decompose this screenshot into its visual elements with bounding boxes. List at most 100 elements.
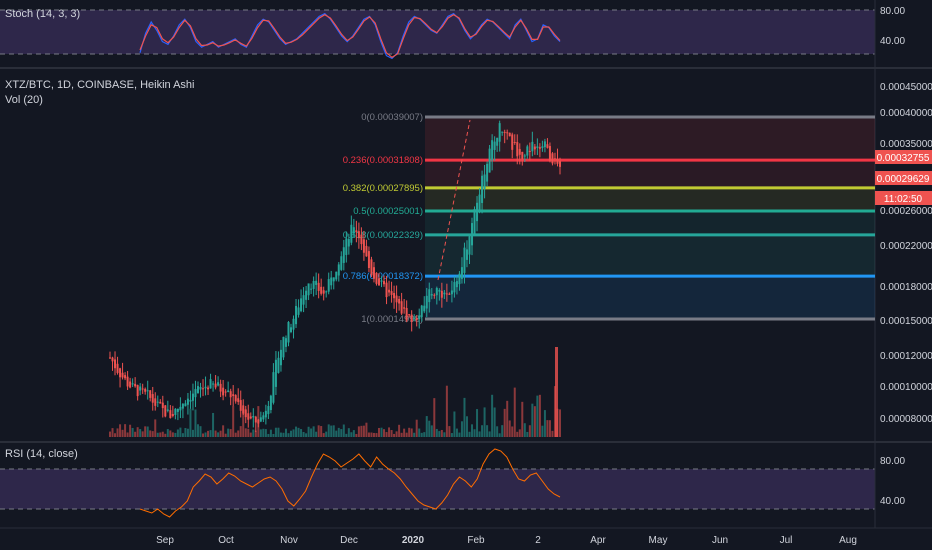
volume-bar [360, 425, 363, 437]
candle-body [320, 286, 323, 294]
fib-zone [425, 211, 875, 235]
candle-body [274, 359, 277, 387]
volume-bar [151, 431, 154, 437]
volume-bar [455, 428, 458, 437]
volume-bar [405, 432, 408, 437]
volume-bar [383, 429, 386, 437]
volume-bar [222, 425, 225, 437]
volume-bar [300, 429, 303, 437]
volume-bar [445, 385, 448, 437]
volume-bar [471, 424, 474, 437]
volume-bar [486, 425, 489, 437]
candle-body [337, 264, 340, 276]
candle-body [478, 194, 481, 212]
stoch-title[interactable]: Stoch (14, 3, 3) [5, 8, 80, 20]
candle-body [141, 388, 144, 390]
candle-body [191, 393, 194, 401]
volume-bar [317, 425, 320, 437]
volume-bar [114, 433, 117, 437]
candle-body [448, 293, 451, 295]
volume-bar [229, 429, 232, 437]
candle-body [244, 409, 247, 418]
rsi-series-line [139, 448, 561, 518]
candle-body [393, 292, 396, 299]
candle-body [345, 238, 348, 255]
time-tick-label: 2 [535, 535, 541, 546]
candle-body [209, 379, 212, 389]
candle-body [176, 408, 179, 412]
volume-bar [481, 425, 484, 437]
volume-bar [337, 427, 340, 437]
volume-bar [473, 429, 476, 437]
candle-body [410, 314, 413, 322]
candle-body [149, 390, 152, 398]
volume-bar [121, 429, 124, 437]
candle-body [302, 295, 305, 305]
candle-body [131, 383, 134, 385]
candle-body [116, 363, 119, 373]
stoch-lines [139, 12, 561, 60]
volume-bar [403, 428, 406, 437]
candle-body [533, 146, 536, 150]
volume-bar [279, 432, 282, 437]
price-tick-label: 0.00026000 [880, 206, 932, 217]
candle-body [262, 415, 265, 420]
volume-bar [478, 431, 481, 437]
volume-bar [410, 428, 413, 437]
volume-bar [119, 424, 122, 437]
candle-body [503, 131, 506, 133]
volume-bar [468, 431, 471, 437]
candle-body [405, 307, 408, 321]
volume-bar [345, 433, 348, 437]
volume-bar [164, 433, 167, 437]
candle-body [488, 148, 491, 173]
candle-body [232, 394, 235, 396]
volume-bar [395, 431, 398, 437]
trend-line[interactable] [437, 119, 471, 281]
candle-body [156, 401, 159, 403]
candle-body [458, 273, 461, 285]
volume-bar [425, 416, 428, 437]
candle-body [111, 357, 114, 362]
volume-title[interactable]: Vol (20) [5, 94, 43, 106]
time-tick-label: Sep [156, 535, 174, 546]
rsi-title[interactable]: RSI (14, close) [5, 448, 78, 460]
candle-body [460, 267, 463, 279]
volume-bar [433, 398, 436, 437]
fib-retracement[interactable]: 0(0.00039007) 0.236(0.00031808) 0.382(0.00… [343, 112, 875, 325]
candle-body [267, 406, 270, 415]
candle-body [129, 381, 132, 388]
volume-bar [189, 408, 192, 437]
candle-body [420, 305, 423, 318]
price-axis[interactable]: 0.000450000.000400000.000350000.00030000… [880, 82, 932, 425]
main-title[interactable]: XTZ/BTC, 1D, COINBASE, Heikin Ashi [5, 79, 195, 91]
time-axis[interactable]: Sep Oct Nov Dec 2020 Feb 2 Apr May Jun Jul Aug [156, 535, 857, 546]
fib-level-label: 0.786(0.00018372) [343, 271, 423, 282]
volume-bar [541, 425, 544, 437]
volume-bar [214, 430, 217, 437]
candle-body [413, 317, 416, 319]
volume-bar [533, 406, 536, 437]
volume-bar [161, 431, 164, 437]
volume-bar [269, 429, 272, 437]
candle-body [423, 305, 426, 312]
volume-bar [232, 406, 235, 437]
candle-body [159, 401, 162, 404]
candle-body [390, 291, 393, 295]
candle-body [408, 314, 411, 316]
price-tick-label: 0.00018000 [880, 282, 932, 293]
candle-body [295, 305, 298, 325]
candle-body [184, 403, 187, 407]
candle-body [330, 277, 333, 286]
candle-body [307, 283, 310, 296]
candle-body [450, 290, 453, 295]
volume-bar [144, 426, 147, 437]
candle-body [501, 131, 504, 133]
volume-bar [559, 409, 561, 437]
time-tick-label: Feb [467, 535, 485, 546]
volume-bar [330, 425, 333, 437]
time-tick-label: Jul [780, 535, 793, 546]
price-tag-label: 0.00029629 [877, 174, 930, 185]
volume-bar [340, 429, 343, 437]
